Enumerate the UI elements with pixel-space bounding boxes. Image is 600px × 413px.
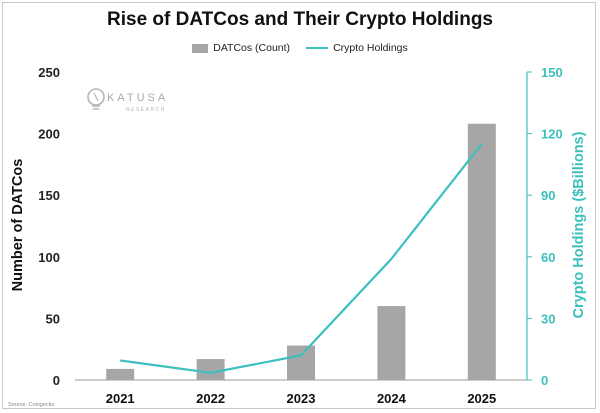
y-tick-label-left: 250 xyxy=(38,65,60,80)
chart-frame xyxy=(2,2,596,409)
bar-datcos xyxy=(106,368,135,380)
line-crypto-holdings xyxy=(120,143,483,374)
chart-title: Rise of DATCos and Their Crypto Holdings xyxy=(107,9,493,30)
y-tick-label-right: 0 xyxy=(541,373,548,388)
y-tick-label-right: 90 xyxy=(541,188,555,203)
y-tick-label-right: 30 xyxy=(541,311,555,326)
source-note: Source: Coingecko xyxy=(8,402,55,408)
x-tick-label: 2021 xyxy=(106,391,135,406)
y-tick-label-left: 200 xyxy=(38,127,60,142)
y-tick-label-right: 60 xyxy=(541,250,555,265)
y-axis-label-right: Crypto Holdings ($Billions) xyxy=(571,131,587,318)
x-tick-label: 2022 xyxy=(196,391,225,406)
y-tick-label-right: 120 xyxy=(541,127,563,142)
y-axis-label-left: Number of DATCos xyxy=(10,159,26,292)
bar-datcos xyxy=(196,359,225,380)
legend-item-datcos: DATCos (Count) xyxy=(192,42,290,54)
legend: DATCos (Count) Crypto Holdings xyxy=(0,42,600,54)
y-tick-label-left: 0 xyxy=(53,373,60,388)
legend-label-holdings: Crypto Holdings xyxy=(333,42,408,54)
logo-sub: RESEARCH xyxy=(126,107,166,113)
y-tick-label-left: 100 xyxy=(38,250,60,265)
bar-datcos xyxy=(287,345,315,380)
legend-bar-swatch xyxy=(192,43,209,53)
legend-line-swatch xyxy=(306,47,329,49)
y-tick-label-left: 150 xyxy=(38,188,60,203)
legend-label-datcos: DATCos (Count) xyxy=(213,42,291,54)
lightbulb-icon xyxy=(87,88,105,110)
katusa-logo: KATUSA RESEARCH xyxy=(87,88,168,113)
x-tick-label: 2025 xyxy=(467,391,496,406)
y-tick-label-right: 150 xyxy=(541,65,563,80)
bar-datcos xyxy=(377,306,406,380)
x-tick-label: 2024 xyxy=(377,391,407,406)
y-tick-label-left: 50 xyxy=(46,311,60,326)
x-tick-label: 2023 xyxy=(287,391,316,406)
logo-name: KATUSA xyxy=(107,92,168,104)
bar-datcos xyxy=(467,123,496,380)
legend-item-holdings: Crypto Holdings xyxy=(306,42,408,54)
